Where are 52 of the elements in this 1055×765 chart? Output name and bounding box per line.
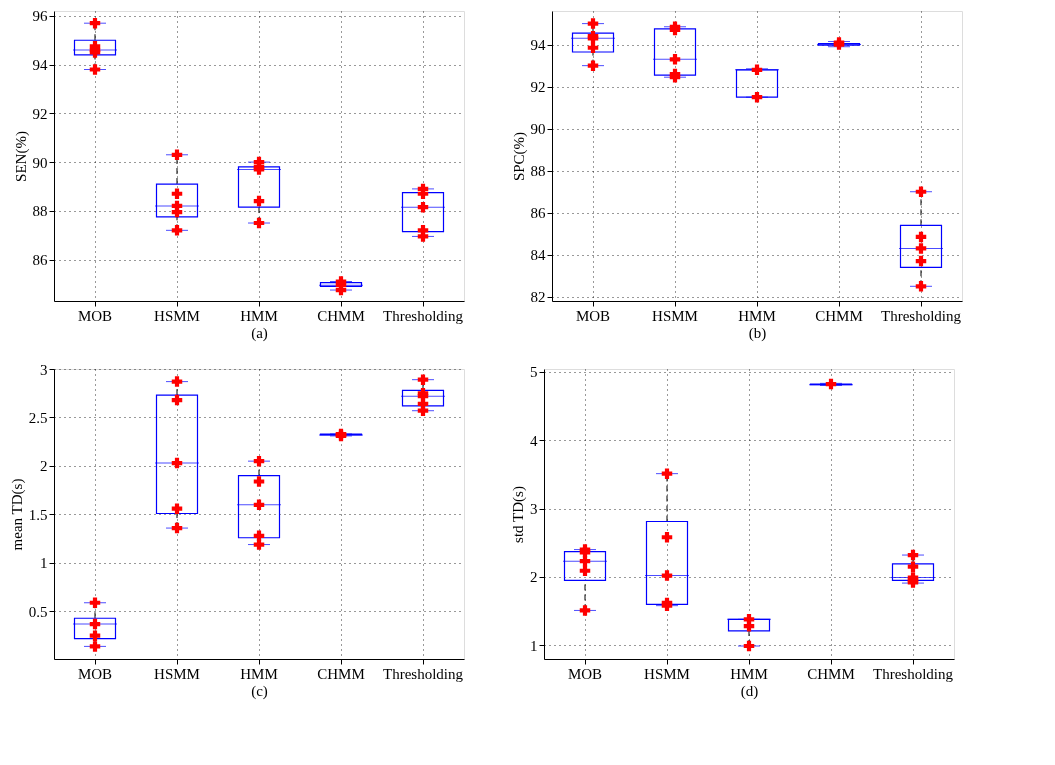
x-tick-label: MOB — [77, 307, 113, 324]
y-axis-title: mean TD(s) — [8, 478, 26, 551]
y-tick-label: 92 — [530, 79, 546, 96]
y-tick-label: 94 — [530, 37, 546, 54]
y-tick-label: 92 — [32, 105, 48, 122]
y-tick-label: 4 — [530, 432, 538, 449]
y-tick-label: 3 — [40, 361, 48, 378]
y-tick-label: 2.5 — [28, 409, 48, 426]
y-tick-label: 1 — [40, 555, 48, 572]
x-tick-label: CHMM — [807, 665, 855, 682]
x-tick-label: HSMM — [154, 307, 200, 324]
y-tick-label: 90 — [530, 121, 546, 138]
x-tick-label: MOB — [77, 665, 113, 682]
y-tick-label: 90 — [32, 154, 48, 171]
y-tick-label: 2 — [40, 458, 48, 475]
x-tick-label: Thresholding — [383, 307, 464, 324]
y-axis-title: std TD(s) — [510, 486, 527, 543]
y-tick-label: 2 — [530, 569, 538, 586]
y-tick-label: 86 — [530, 205, 546, 222]
y-tick-label: 1 — [530, 637, 538, 654]
x-axis-title: (a) — [251, 324, 268, 342]
x-tick-label: HMM — [730, 665, 768, 682]
x-axis-title: (d) — [740, 682, 759, 700]
y-tick-label: 84 — [530, 247, 546, 264]
x-axis-title: (c) — [251, 682, 268, 700]
y-tick-label: 5 — [530, 364, 538, 381]
x-tick-label: HMM — [240, 665, 278, 682]
y-tick-label: 96 — [32, 8, 48, 25]
y-tick-label: 86 — [32, 252, 48, 269]
y-axis-title: SEN(%) — [12, 131, 30, 182]
x-tick-label: HMM — [240, 307, 278, 324]
x-tick-label: CHMM — [317, 307, 365, 324]
y-tick-label: 3 — [530, 501, 538, 518]
x-tick-label: CHMM — [815, 307, 863, 324]
y-tick-label: 88 — [530, 163, 546, 180]
x-tick-label: CHMM — [317, 665, 365, 682]
x-tick-label: MOB — [567, 665, 603, 682]
x-tick-label: MOB — [575, 307, 611, 324]
x-tick-label: Thresholding — [881, 307, 962, 324]
x-tick-label: HSMM — [154, 665, 200, 682]
x-tick-label: HSMM — [644, 665, 690, 682]
x-axis-title: (b) — [748, 324, 767, 342]
y-tick-label: 0.5 — [28, 603, 48, 620]
y-tick-label: 1.5 — [28, 506, 48, 523]
x-tick-label: HMM — [738, 307, 776, 324]
x-tick-label: Thresholding — [873, 665, 954, 682]
x-tick-label: Thresholding — [383, 665, 464, 682]
y-axis-title: SPC(%) — [510, 131, 528, 182]
y-tick-label: 88 — [32, 203, 48, 220]
x-tick-label: HSMM — [652, 307, 698, 324]
y-tick-label: 82 — [530, 289, 546, 306]
y-tick-label: 94 — [32, 57, 48, 74]
